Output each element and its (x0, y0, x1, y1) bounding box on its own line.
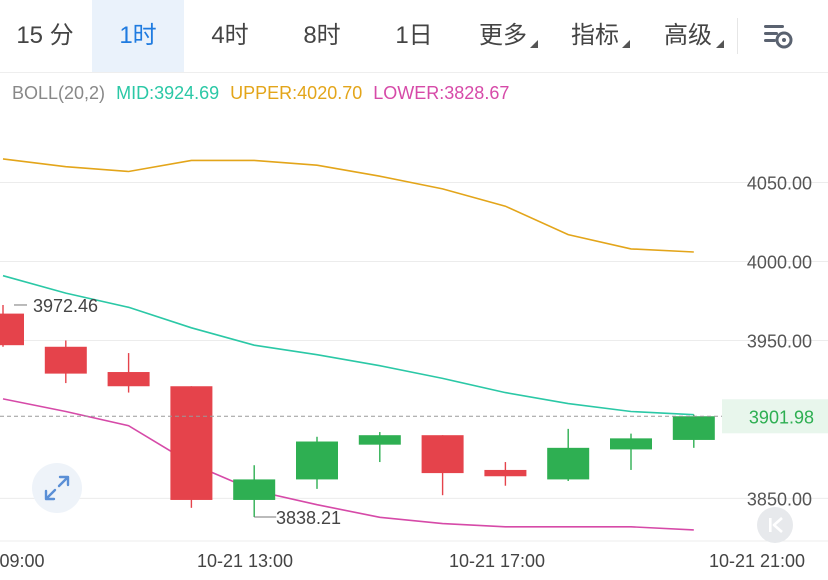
candle-body (421, 435, 464, 474)
candle-body (233, 479, 276, 500)
expand-arrows-icon (44, 475, 70, 501)
candle-body (0, 313, 24, 346)
y-tick-label: 3850.00 (747, 489, 812, 509)
indicators-dropdown[interactable]: 指标 (554, 0, 636, 72)
candle (672, 414, 715, 448)
y-tick-label: 4050.00 (747, 174, 812, 194)
candle (296, 436, 338, 489)
candle (547, 428, 590, 481)
candle (610, 433, 652, 470)
boll-legend: BOLL(20,2) MID:3924.69 UPPER:4020.70 LOW… (12, 83, 515, 104)
boll-mid: MID:3924.69 (116, 83, 220, 103)
candle-body (296, 441, 338, 480)
candle (44, 340, 87, 384)
dropdown-triangle-icon (622, 40, 630, 48)
advanced-label: 高级 (664, 22, 712, 49)
x-tick-label: 09:00 (0, 551, 45, 571)
candle-body (170, 386, 213, 500)
indicators-label: 指标 (571, 22, 619, 49)
last-price-badge (722, 399, 828, 434)
bollinger-bands (2, 158, 694, 531)
candle-body (610, 438, 652, 450)
last-price-label: 3901.98 (749, 407, 814, 427)
boll-upper: UPPER:4020.70 (230, 83, 363, 103)
candle-body (547, 447, 590, 480)
upper-band-line (2, 158, 694, 253)
x-tick-label: 10-21 13:00 (197, 551, 293, 571)
chart-settings-button[interactable] (752, 16, 798, 56)
candle-body (484, 469, 527, 477)
timeframe-toolbar: 15 分 1时 4时 8时 1日 更多 指标 高级 (0, 0, 828, 73)
chart-overlays: 3901.98 3972.46 3838.21 (0, 296, 828, 528)
jump-to-start-icon (769, 517, 783, 533)
candle (0, 304, 24, 347)
boll-lower: LOWER:3828.67 (373, 83, 510, 103)
boll-name: BOLL(20,2) (12, 83, 106, 103)
chart-settings-icon (764, 25, 793, 49)
candle (358, 432, 401, 463)
candle-body (107, 372, 150, 387)
more-dropdown[interactable]: 更多 (462, 0, 544, 72)
candle (107, 353, 150, 393)
candle (421, 435, 464, 496)
more-label: 更多 (479, 22, 527, 49)
expand-chart-button[interactable] (32, 463, 82, 513)
candle (233, 465, 276, 517)
x-tick-label: 10-21 21:00 (709, 551, 805, 571)
dropdown-triangle-icon (530, 40, 538, 48)
high-annotation: 3972.46 (33, 296, 98, 316)
candle (170, 386, 213, 508)
gridlines: 4050.00 4000.00 3950.00 3850.00 09:00 10-21 1… (0, 174, 828, 571)
jump-to-start-button[interactable] (757, 507, 793, 543)
candle-body (672, 416, 715, 440)
tab-8h[interactable]: 8时 (303, 22, 341, 49)
tab-1h[interactable]: 1时 (92, 0, 184, 72)
y-tick-label: 3950.00 (747, 331, 812, 351)
toolbar-divider (737, 18, 738, 54)
y-tick-label: 4000.00 (747, 252, 812, 272)
candles (0, 304, 715, 517)
candle-body (44, 346, 87, 374)
tab-1d[interactable]: 1日 (395, 22, 433, 49)
candle (484, 462, 527, 486)
lower-band-line (2, 398, 694, 531)
tab-4h[interactable]: 4时 (211, 22, 249, 49)
candle-body (358, 435, 401, 445)
x-tick-label: 10-21 17:00 (449, 551, 545, 571)
low-annotation: 3838.21 (276, 508, 341, 528)
tab-15m[interactable]: 15 分 (16, 22, 74, 49)
mid-band-line (2, 274, 694, 416)
candlestick-chart[interactable]: 4050.00 4000.00 3950.00 3850.00 09:00 10-21 1… (0, 72, 828, 580)
dropdown-triangle-icon (716, 40, 724, 48)
advanced-dropdown[interactable]: 高级 (646, 0, 730, 72)
